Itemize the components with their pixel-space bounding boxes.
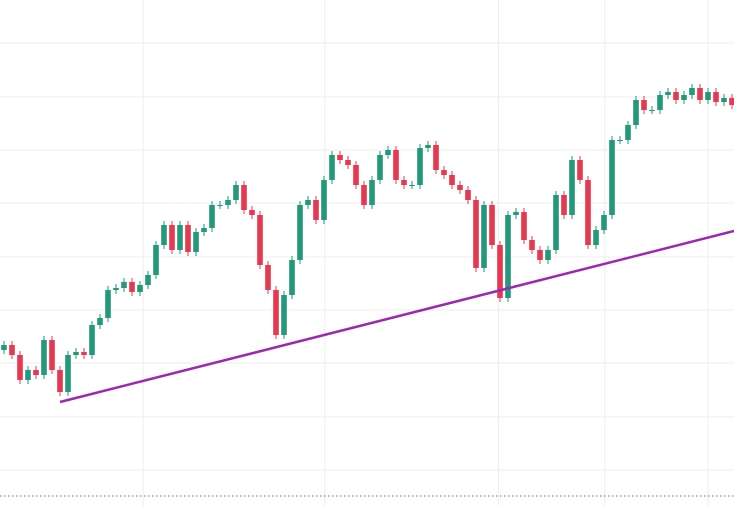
- candle-body: [513, 212, 519, 215]
- candle-body: [633, 100, 639, 125]
- trendline: [59, 229, 734, 404]
- candle-body: [609, 140, 615, 215]
- candle-body: [241, 185, 247, 210]
- candle-body: [553, 195, 559, 250]
- candle-body: [705, 92, 711, 100]
- candle-body: [273, 290, 279, 335]
- candle-body: [417, 148, 423, 185]
- candle-body: [105, 290, 111, 318]
- candle-body: [481, 205, 487, 268]
- candle-body: [337, 155, 343, 160]
- candle-body: [665, 92, 671, 95]
- candle-body: [81, 352, 87, 355]
- candle-body: [641, 100, 647, 110]
- candle-body: [537, 250, 543, 260]
- candle-body: [465, 190, 471, 200]
- candle-body: [305, 200, 311, 205]
- candle-body: [185, 225, 191, 252]
- candle-body: [1, 345, 7, 350]
- candle-body: [225, 200, 231, 205]
- candle-body: [129, 282, 135, 292]
- candle-body: [321, 180, 327, 220]
- candle-body: [265, 265, 271, 290]
- candle-body: [193, 232, 199, 252]
- candle-body: [25, 370, 31, 380]
- candle-body: [689, 88, 695, 95]
- candle-body: [209, 205, 215, 228]
- candle-body: [497, 245, 503, 298]
- candle-body: [9, 345, 15, 355]
- candle-body: [569, 160, 575, 215]
- candle-body: [713, 92, 719, 102]
- candle-body: [425, 145, 431, 148]
- candle-body: [401, 180, 407, 185]
- candle-body: [145, 275, 151, 285]
- candle-body: [657, 95, 663, 110]
- candle-body: [385, 150, 391, 155]
- candle-body: [409, 185, 415, 186]
- candle-body: [249, 210, 255, 215]
- candle-body: [217, 205, 223, 206]
- candle-body: [345, 160, 351, 165]
- candles: [1, 84, 734, 396]
- candle-body: [113, 288, 119, 290]
- candle-body: [505, 215, 511, 298]
- candle-body: [649, 110, 655, 111]
- candle-body: [473, 200, 479, 268]
- overlay: [59, 229, 734, 404]
- candle-body: [353, 165, 359, 185]
- candle-body: [729, 98, 734, 105]
- candle-body: [561, 195, 567, 215]
- candle-body: [177, 225, 183, 250]
- candle-body: [577, 160, 583, 180]
- candle-body: [681, 95, 687, 100]
- candle-body: [521, 212, 527, 240]
- candle-body: [433, 145, 439, 170]
- candle-body: [601, 215, 607, 230]
- candle-body: [33, 370, 39, 375]
- candle-body: [313, 200, 319, 220]
- candle-body: [697, 88, 703, 100]
- candle-body: [57, 370, 63, 392]
- candle-body: [449, 175, 455, 185]
- candle-body: [289, 260, 295, 295]
- candle-body: [329, 155, 335, 180]
- candle-body: [369, 180, 375, 205]
- candle-body: [673, 92, 679, 100]
- candle-body: [97, 318, 103, 325]
- candle-body: [625, 125, 631, 140]
- candle-body: [489, 205, 495, 245]
- candle-body: [585, 180, 591, 245]
- candle-body: [441, 170, 447, 175]
- candle-body: [361, 185, 367, 205]
- candle-body: [41, 340, 47, 375]
- candle-body: [393, 150, 399, 180]
- candle-body: [377, 155, 383, 180]
- candle-body: [201, 228, 207, 232]
- candle-body: [617, 140, 623, 141]
- candle-body: [49, 340, 55, 370]
- candle-body: [529, 240, 535, 250]
- candle-body: [257, 215, 263, 265]
- candle-body: [161, 225, 167, 245]
- candle-body: [137, 285, 143, 292]
- candle-body: [121, 282, 127, 288]
- candle-body: [297, 205, 303, 260]
- candle-body: [17, 355, 23, 380]
- candle-body: [153, 245, 159, 275]
- candle-body: [65, 355, 71, 392]
- candle-body: [73, 352, 79, 355]
- candle-body: [593, 230, 599, 245]
- candle-body: [233, 185, 239, 200]
- candle-body: [545, 250, 551, 260]
- candle-body: [169, 225, 175, 250]
- candle-body: [721, 98, 727, 102]
- candle-body: [89, 325, 95, 355]
- candle-body: [457, 185, 463, 190]
- candle-body: [281, 295, 287, 335]
